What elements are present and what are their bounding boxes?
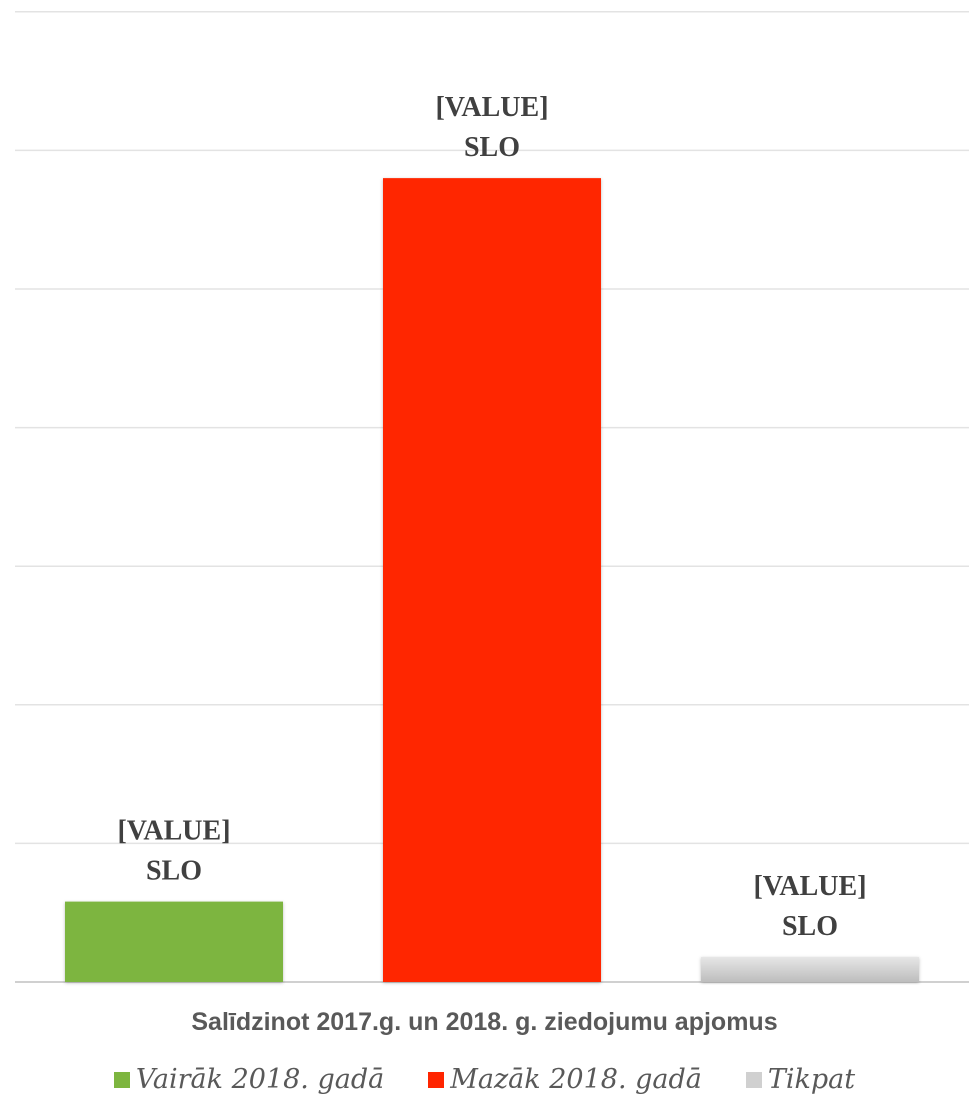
legend: Vairāk 2018. gadā Mazāk 2018. gadā Tikpa… <box>0 1064 969 1095</box>
bar-3 <box>701 957 919 982</box>
legend-label: Tikpat <box>768 1064 855 1095</box>
legend-label: Mazāk 2018. gadā <box>450 1064 702 1095</box>
legend-item: Mazāk 2018. gadā <box>428 1064 702 1095</box>
data-label: [VALUE] SLO <box>753 871 866 942</box>
legend-swatch-gray <box>746 1072 762 1088</box>
x-axis-title: Salīdzinot 2017.g. un 2018. g. ziedojumu… <box>0 1008 969 1037</box>
legend-swatch-red <box>428 1072 444 1088</box>
legend-label: Vairāk 2018. gadā <box>136 1064 384 1095</box>
legend-item: Vairāk 2018. gadā <box>114 1064 384 1095</box>
bar-2 <box>383 178 601 982</box>
bar-1 <box>65 902 283 982</box>
chart-plot: [VALUE] SLO [VALUE] SLO [VALUE] SLO <box>0 0 969 1000</box>
legend-swatch-green <box>114 1072 130 1088</box>
data-label: [VALUE] SLO <box>435 92 548 163</box>
data-label: [VALUE] SLO <box>117 816 230 887</box>
legend-item: Tikpat <box>746 1064 855 1095</box>
